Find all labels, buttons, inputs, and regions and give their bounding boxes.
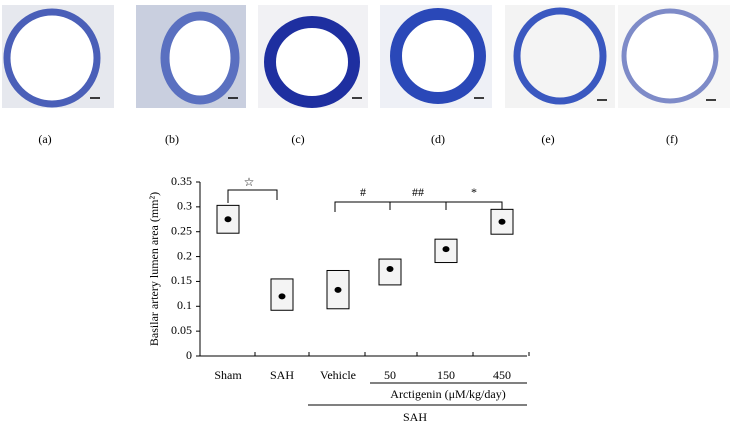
group-label: SAH bbox=[403, 410, 427, 424]
group-label: Arctigenin (μM/kg/day) bbox=[390, 387, 505, 401]
mean-dot bbox=[498, 218, 506, 225]
y-tick-label: 0.25 bbox=[171, 223, 192, 237]
x-tick-label: 150 bbox=[437, 368, 455, 382]
bracket bbox=[227, 189, 278, 203]
panel-label: (c) bbox=[291, 132, 304, 146]
panel-label: (b) bbox=[165, 132, 179, 146]
x-tick-label: 450 bbox=[493, 368, 511, 382]
mean-dot bbox=[278, 293, 286, 300]
significance-mark: ☆ bbox=[244, 175, 255, 189]
y-tick-label: 0.2 bbox=[177, 248, 192, 262]
y-tick-label: 0.3 bbox=[177, 199, 192, 213]
x-tick-label: 50 bbox=[384, 368, 396, 382]
y-axis-label: Basilar artery lumen area (mm²) bbox=[147, 192, 161, 346]
significance-mark: * bbox=[471, 185, 477, 199]
mean-dot bbox=[334, 286, 342, 293]
x-tick-label: SAH bbox=[270, 368, 294, 382]
y-tick-label: 0.15 bbox=[171, 273, 192, 287]
panel-label: (e) bbox=[541, 132, 554, 146]
y-tick-label: 0 bbox=[186, 348, 192, 362]
panel-label: (f) bbox=[666, 132, 678, 146]
micrographs bbox=[2, 5, 730, 108]
significance-mark: # bbox=[360, 185, 366, 199]
bracket bbox=[334, 201, 503, 212]
y-tick-label: 0.1 bbox=[177, 298, 192, 312]
y-tick-label: 0.35 bbox=[171, 174, 192, 188]
mean-dot bbox=[386, 266, 394, 272]
x-tick-label: Vehicle bbox=[320, 368, 356, 382]
x-tick-label: Sham bbox=[214, 368, 242, 382]
mean-dot bbox=[442, 246, 450, 253]
significance-mark: ## bbox=[412, 185, 424, 199]
panel-label: (d) bbox=[431, 132, 445, 146]
mean-dot bbox=[224, 216, 232, 223]
panel-label: (a) bbox=[38, 132, 51, 146]
y-tick-label: 0.05 bbox=[171, 323, 192, 337]
